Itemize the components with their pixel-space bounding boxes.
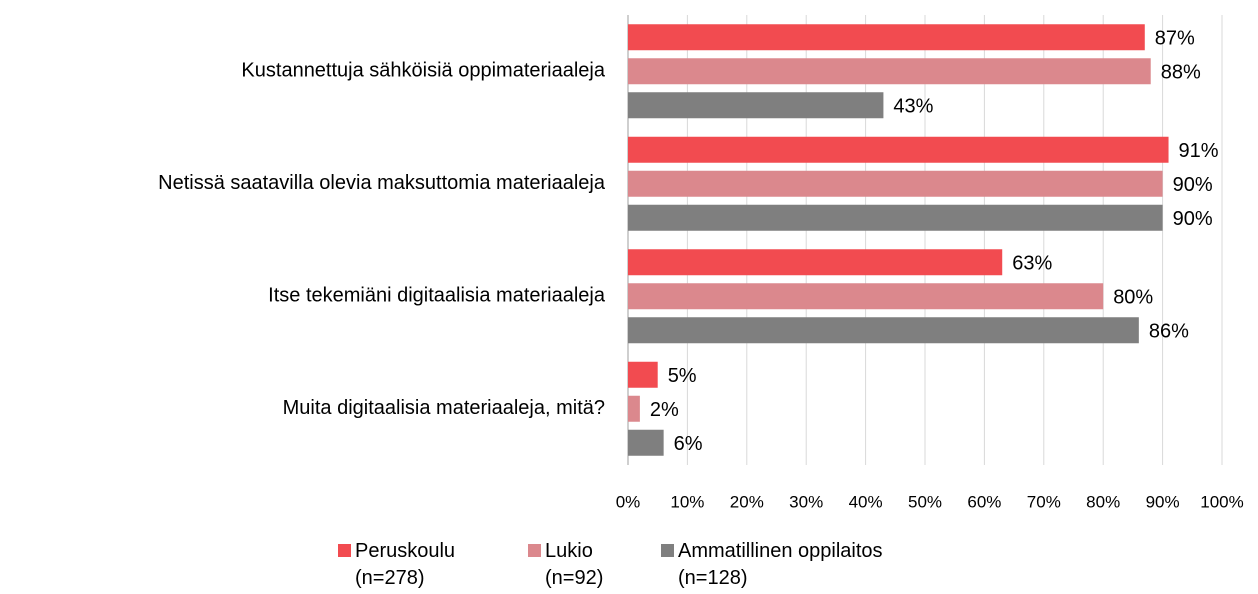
value-label: 5% <box>668 365 697 387</box>
legend-item: Peruskoulu (n=278) <box>338 538 495 592</box>
legend-swatch <box>338 544 351 557</box>
value-label: 63% <box>1012 253 1052 275</box>
x-tick-label: 20% <box>730 492 764 511</box>
legend-item: Lukio (n=92) <box>528 538 645 592</box>
legend-swatch <box>661 544 674 557</box>
legend-label: Peruskoulu (n=278) <box>355 540 456 589</box>
bar <box>628 170 1163 197</box>
bar <box>628 58 1151 85</box>
value-label: 2% <box>650 399 679 421</box>
value-label: 88% <box>1161 62 1201 84</box>
category-label: Muita digitaalisia materiaaleja, mitä? <box>283 397 605 419</box>
value-label: 90% <box>1173 208 1213 230</box>
legend-item: Ammatillinen oppilaitos (n=128) <box>661 538 948 592</box>
bar <box>628 92 884 119</box>
x-tick-label: 60% <box>967 492 1001 511</box>
x-tick-label: 50% <box>908 492 942 511</box>
bar <box>628 429 664 456</box>
bar <box>628 361 658 388</box>
x-tick-label: 70% <box>1027 492 1061 511</box>
x-tick-label: 10% <box>670 492 704 511</box>
legend-label: Lukio (n=92) <box>545 540 604 589</box>
legend-label: Ammatillinen oppilaitos (n=128) <box>678 540 883 589</box>
x-tick-label: 30% <box>789 492 823 511</box>
x-tick-label: 0% <box>616 492 641 511</box>
bar <box>628 249 1003 276</box>
legend-swatch <box>528 544 541 557</box>
x-tick-label: 40% <box>849 492 883 511</box>
value-label: 91% <box>1179 140 1219 162</box>
bar <box>628 317 1139 344</box>
value-label: 90% <box>1173 174 1213 196</box>
value-label: 6% <box>674 433 703 455</box>
x-tick-label: 80% <box>1086 492 1120 511</box>
category-label: Netissä saatavilla olevia maksuttomia ma… <box>158 172 606 194</box>
value-label: 80% <box>1113 287 1153 309</box>
bar <box>628 136 1169 163</box>
x-tick-label: 90% <box>1146 492 1180 511</box>
category-label: Kustannettuja sähköisiä oppimateriaaleja <box>241 60 605 82</box>
x-tick-label: 100% <box>1200 492 1243 511</box>
bar <box>628 204 1163 231</box>
value-label: 43% <box>893 96 933 118</box>
bar <box>628 395 640 422</box>
category-label: Itse tekemiäni digitaalisia materiaaleja <box>268 285 606 307</box>
bar <box>628 24 1145 51</box>
value-label: 86% <box>1149 321 1189 343</box>
legend: Peruskoulu (n=278) Lukio (n=92) Ammatillin… <box>0 538 1258 594</box>
bar <box>628 283 1104 310</box>
value-label: 87% <box>1155 28 1195 50</box>
